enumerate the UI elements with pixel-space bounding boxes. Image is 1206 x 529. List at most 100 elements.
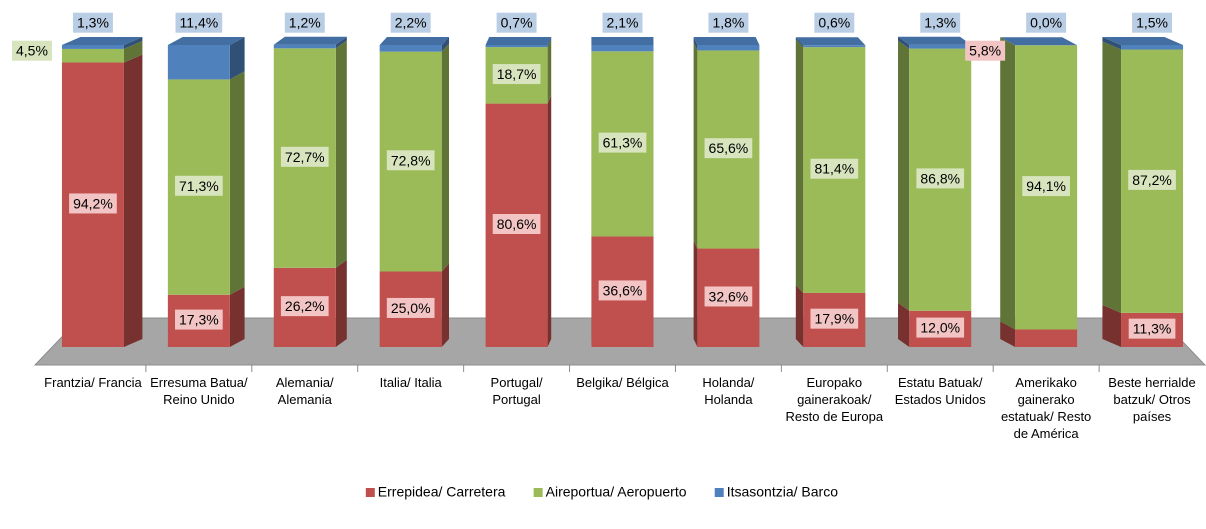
data-label: 1,2% xyxy=(289,15,321,31)
bar-side xyxy=(1102,304,1122,347)
data-label-box xyxy=(1132,12,1173,33)
data-label: 17,3% xyxy=(179,312,219,328)
data-label: 5,8% xyxy=(969,43,1001,59)
data-label-box xyxy=(704,138,753,159)
x-tick-label: Belgika/ Bélgica xyxy=(576,375,669,390)
data-label: 61,3% xyxy=(603,135,643,151)
bar-segment xyxy=(273,44,336,49)
bar-side xyxy=(898,36,910,49)
x-tick-label: Holanda/ Holanda xyxy=(702,375,755,407)
data-label: 1,3% xyxy=(77,15,109,31)
bar-segment xyxy=(61,45,124,49)
data-label-box xyxy=(72,12,113,33)
x-tick-label: Beste herrialde batzuk/ Otros países xyxy=(1108,375,1196,424)
x-tick-label: Portugal/ Portugal xyxy=(490,375,543,407)
bar-side xyxy=(229,37,245,80)
x-tick-label: Alemania/ Alemania xyxy=(275,375,334,407)
data-label-box xyxy=(920,12,961,33)
bar-side xyxy=(547,37,552,48)
x-tick-label: Erresuma Batua/ Reino Unido xyxy=(150,375,248,407)
data-label: 80,6% xyxy=(497,216,537,232)
bar-side xyxy=(441,263,450,347)
data-label: 1,3% xyxy=(924,15,956,31)
bar-segment xyxy=(909,44,972,49)
data-label: 4,5% xyxy=(16,43,48,59)
bar-top xyxy=(795,37,866,46)
data-label-box xyxy=(965,40,1006,61)
data-label: 36,6% xyxy=(603,282,643,298)
data-label-box xyxy=(386,297,435,318)
bar-side xyxy=(1000,37,1016,330)
data-label-box xyxy=(280,146,329,167)
bar-side xyxy=(441,37,450,52)
data-label: 12,0% xyxy=(920,320,960,336)
data-label-box xyxy=(810,308,859,329)
bar-side xyxy=(335,259,347,347)
bar-side xyxy=(795,37,804,48)
bar-segment xyxy=(167,45,230,80)
data-label-box xyxy=(175,175,223,196)
x-tick-label: Estatu Batuak/ Estados Unidos xyxy=(894,375,986,407)
bar-side xyxy=(335,36,347,49)
data-label-box xyxy=(814,12,855,33)
data-label-box xyxy=(492,64,541,85)
x-tick-label: Italia/ Italia xyxy=(379,375,442,390)
legend-label: Itsasontzia/ Barco xyxy=(727,484,838,500)
data-label: 72,8% xyxy=(391,152,431,168)
bar-segment xyxy=(379,45,442,52)
bar-segment xyxy=(803,45,866,48)
bar-side xyxy=(795,39,804,293)
data-label-box xyxy=(11,40,52,61)
data-label: 32,6% xyxy=(709,288,749,304)
data-label: 0,7% xyxy=(501,15,533,31)
data-label-box xyxy=(916,168,965,189)
bar-top xyxy=(1102,37,1184,45)
legend-swatch xyxy=(365,488,375,497)
bar-side xyxy=(898,302,910,347)
data-label-box xyxy=(386,150,435,171)
data-label-box xyxy=(1022,176,1070,197)
data-label: 1,5% xyxy=(1136,15,1168,31)
bar-side xyxy=(693,37,698,51)
bar-side xyxy=(547,39,552,104)
data-label: 0,0% xyxy=(1030,15,1062,31)
data-label: 2,2% xyxy=(395,15,427,31)
data-label-box xyxy=(1128,169,1176,190)
data-label: 26,2% xyxy=(285,298,325,314)
legend-label: Aireportua/ Aeropuerto xyxy=(546,484,687,500)
bar-side xyxy=(693,240,698,347)
data-label-box xyxy=(284,12,325,33)
data-label-box xyxy=(175,309,223,330)
data-label: 25,0% xyxy=(391,300,431,316)
data-label: 81,4% xyxy=(814,161,854,177)
bar-side xyxy=(441,43,450,272)
x-tick-label: Frantzia/ Francia xyxy=(44,375,142,390)
data-label: 17,9% xyxy=(814,311,854,327)
data-label-box xyxy=(175,12,223,33)
bar-segment xyxy=(1121,45,1184,50)
data-label: 86,8% xyxy=(920,170,960,186)
bar-top xyxy=(591,37,654,45)
x-tick-label: Europako gainerakoak/ Resto de Europa xyxy=(785,375,884,424)
data-label: 65,6% xyxy=(709,140,749,156)
data-label: 1,8% xyxy=(712,15,744,31)
bar-side xyxy=(1102,37,1122,50)
bar-segment xyxy=(485,45,548,48)
bar-side xyxy=(693,42,698,249)
data-label: 11,4% xyxy=(180,15,219,31)
bar-top xyxy=(693,37,760,45)
bar-top xyxy=(485,37,552,45)
data-label-box xyxy=(916,317,965,338)
bar-side xyxy=(123,54,143,348)
data-label-box xyxy=(704,286,753,307)
bar-top xyxy=(1000,37,1078,46)
bar-top xyxy=(167,37,245,45)
data-label-box xyxy=(280,296,329,317)
data-label-box xyxy=(1026,12,1067,33)
data-label-box xyxy=(602,12,643,33)
data-label-box xyxy=(708,12,749,33)
data-label-box xyxy=(810,158,859,179)
bar-top xyxy=(379,37,450,45)
legend-label: Errepidea/ Carretera xyxy=(378,484,506,500)
data-label-box xyxy=(598,132,647,153)
